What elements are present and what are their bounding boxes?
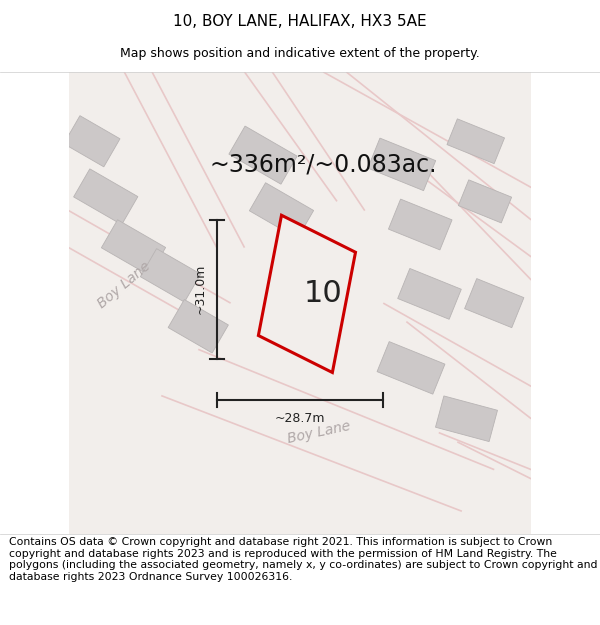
Text: 10: 10 (304, 279, 343, 308)
Polygon shape (168, 299, 229, 353)
Text: ~31.0m: ~31.0m (194, 264, 207, 314)
Polygon shape (101, 220, 166, 276)
Polygon shape (250, 182, 314, 239)
Text: Boy Lane: Boy Lane (286, 419, 352, 446)
Polygon shape (229, 126, 297, 184)
Polygon shape (447, 119, 505, 164)
Text: Contains OS data © Crown copyright and database right 2021. This information is : Contains OS data © Crown copyright and d… (9, 537, 598, 582)
Text: Boy Lane: Boy Lane (95, 259, 154, 311)
Polygon shape (398, 269, 461, 319)
Polygon shape (458, 180, 512, 223)
Polygon shape (388, 199, 452, 250)
Polygon shape (69, 72, 531, 534)
Polygon shape (368, 138, 436, 191)
Text: 10, BOY LANE, HALIFAX, HX3 5AE: 10, BOY LANE, HALIFAX, HX3 5AE (173, 14, 427, 29)
Text: ~28.7m: ~28.7m (275, 412, 325, 425)
Polygon shape (259, 215, 355, 372)
Polygon shape (140, 249, 200, 302)
Polygon shape (377, 342, 445, 394)
Polygon shape (464, 279, 524, 328)
Text: ~336m²/~0.083ac.: ~336m²/~0.083ac. (209, 152, 437, 176)
Polygon shape (64, 116, 120, 167)
Polygon shape (436, 396, 497, 442)
Text: Map shows position and indicative extent of the property.: Map shows position and indicative extent… (120, 48, 480, 61)
Polygon shape (74, 169, 138, 224)
